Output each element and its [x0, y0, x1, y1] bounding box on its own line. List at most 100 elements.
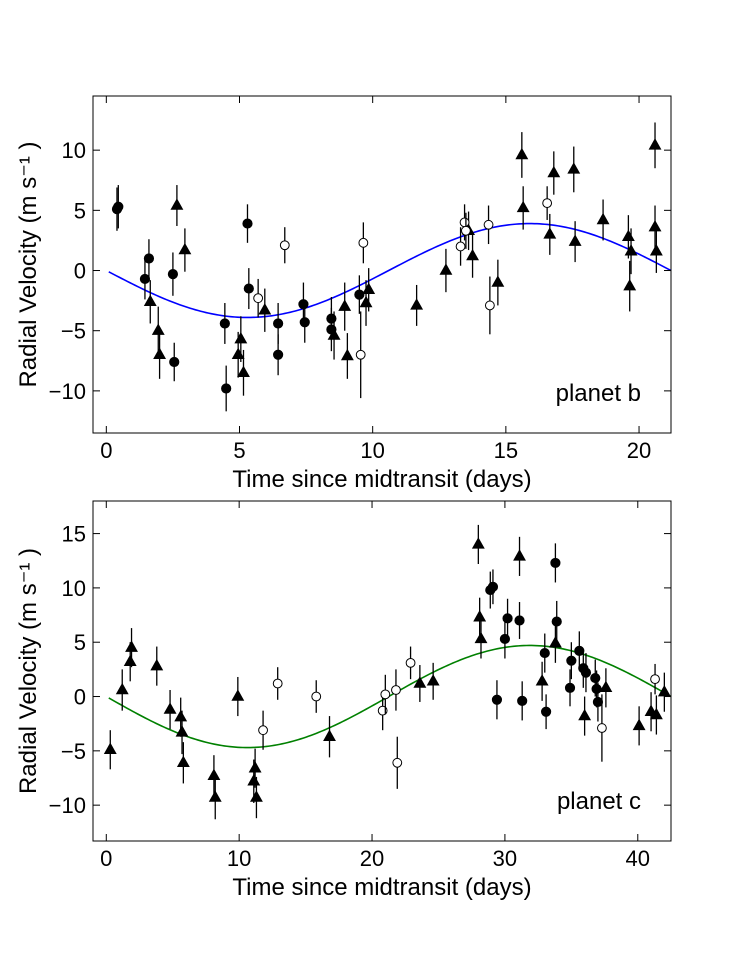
data-point-triangle: [123, 654, 137, 666]
y-tick-label: −10: [49, 793, 86, 818]
x-tick-label: 30: [493, 846, 517, 871]
data-point-triangle: [248, 761, 262, 773]
data-point-open-circle: [484, 300, 495, 311]
data-point-filled-circle: [491, 694, 503, 705]
y-tick-label: 5: [74, 198, 86, 223]
data-point-filled-circle: [551, 616, 562, 627]
data-point-filled-circle: [143, 253, 155, 264]
data-point-triangle: [150, 658, 164, 671]
data-point-triangle: [648, 219, 662, 232]
data-point-triangle: [648, 138, 662, 150]
data-point-filled-circle: [580, 667, 592, 678]
data-point-triangle: [649, 707, 663, 720]
data-point-filled-circle: [139, 273, 151, 285]
data-point-triangle: [513, 549, 526, 561]
data-point-triangle: [413, 676, 427, 688]
data-point-triangle: [258, 303, 272, 315]
axis-ticks: 0 10 20 30 40 −10 −5 0 5 10 15: [49, 501, 671, 871]
data-point-triangle: [491, 275, 505, 287]
data-point-triangle: [568, 234, 582, 246]
data-point-triangle: [115, 682, 129, 695]
panel-label: planet b: [556, 380, 641, 407]
y-axis-label: Radial Velocity (m s⁻¹ ): [15, 548, 42, 794]
data-point-triangle: [547, 165, 561, 178]
data-point-triangle: [231, 347, 245, 359]
data-point-triangle: [426, 674, 440, 686]
data-point-filled-circle: [487, 581, 499, 592]
data-point-open-circle: [358, 237, 369, 248]
data-point-filled-circle: [221, 383, 232, 394]
data-point-filled-circle: [550, 557, 561, 569]
data-point-open-circle: [405, 657, 416, 668]
data-point-open-circle: [597, 723, 607, 733]
data-point-open-circle: [455, 241, 466, 252]
data-point-triangle: [234, 331, 248, 344]
data-point-triangle: [623, 278, 637, 291]
x-tick-label: 15: [494, 438, 518, 463]
data-point-triangle: [466, 248, 479, 261]
data-point-triangle: [175, 725, 189, 737]
y-tick-label: −5: [61, 739, 86, 764]
x-tick-label: 0: [100, 846, 112, 871]
data-point-triangle: [474, 631, 488, 644]
data-point-open-circle: [380, 689, 391, 700]
data-point-filled-circle: [273, 349, 284, 360]
x-tick-label: 5: [233, 438, 245, 463]
data-point-triangle: [596, 212, 610, 225]
data-point-open-circle: [459, 217, 470, 228]
data-point-filled-circle: [590, 672, 601, 684]
x-tick-label: 20: [360, 846, 384, 871]
data-point-triangle: [125, 640, 138, 652]
data-point-triangle: [103, 742, 117, 754]
chart-panel-planet-b: 0 5 10 15 20 −10 −5 0 5 10 planet b Time since mi…: [15, 95, 672, 493]
data-point-filled-circle: [219, 318, 230, 329]
data-point-open-circle: [279, 240, 290, 251]
data-point-filled-circle: [540, 706, 552, 717]
data-point-filled-circle: [574, 645, 585, 657]
x-tick-label: 0: [100, 438, 112, 463]
data-point-open-circle: [483, 219, 494, 230]
data-point-triangle: [143, 294, 157, 307]
data-point-open-circle: [392, 757, 403, 768]
data-point-triangle: [208, 790, 222, 802]
data-point-triangle: [170, 198, 184, 210]
plot-frame: [92, 500, 672, 842]
data-point-triangle: [323, 729, 336, 741]
data-point-filled-circle: [273, 318, 284, 329]
data-point-triangle: [231, 689, 245, 701]
data-point-open-circle: [391, 685, 401, 695]
chart-panel-planet-c: 0 10 20 30 40 −10 −5 0 5 10 15 planet c Time since…: [15, 500, 672, 901]
data-point-triangle: [237, 365, 250, 378]
data-point-triangle: [362, 282, 376, 294]
y-tick-label: −10: [49, 379, 86, 404]
panel-label: planet c: [557, 788, 641, 815]
data-point-filled-circle: [169, 356, 180, 368]
y-tick-label: 10: [62, 576, 86, 601]
data-point-triangle: [327, 328, 341, 340]
data-point-open-circle: [272, 678, 283, 689]
data-point-open-circle: [355, 349, 366, 360]
data-point-triangle: [535, 674, 549, 686]
y-tick-label: 10: [62, 138, 86, 163]
data-point-triangle: [621, 229, 635, 242]
data-point-open-circle: [461, 225, 471, 236]
data-point-open-circle: [311, 691, 322, 702]
x-tick-label: 40: [626, 846, 650, 871]
data-point-triangle: [340, 348, 354, 361]
data-point-triangle: [338, 299, 352, 311]
data-point-filled-circle: [591, 683, 602, 695]
data-point-triangle: [439, 263, 453, 275]
data-point-filled-circle: [514, 615, 525, 626]
data-point-triangle: [153, 347, 167, 359]
x-axis-label: Time since midtransit (days): [232, 466, 531, 493]
y-tick-label: 0: [74, 259, 86, 284]
data-point-filled-circle: [502, 613, 513, 624]
data-point-open-circle: [650, 674, 660, 685]
data-point-triangle: [207, 768, 221, 781]
y-tick-label: −5: [61, 319, 86, 344]
data-point-filled-circle: [113, 201, 124, 212]
x-tick-label: 20: [627, 438, 651, 463]
data-point-triangle: [471, 537, 485, 549]
data-point-open-circle: [253, 293, 264, 304]
